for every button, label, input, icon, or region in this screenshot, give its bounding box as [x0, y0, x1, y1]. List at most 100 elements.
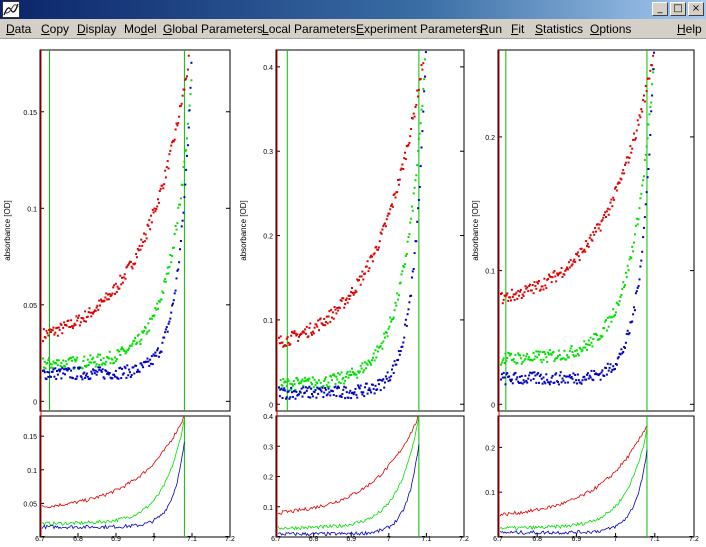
data-point	[370, 391, 373, 394]
data-point	[509, 296, 512, 299]
data-point	[335, 395, 338, 397]
data-point	[95, 373, 98, 376]
minimize-button[interactable]: _	[652, 2, 668, 16]
data-point	[100, 370, 103, 373]
data-point	[507, 299, 510, 302]
data-point	[612, 196, 615, 199]
data-point	[607, 325, 610, 328]
data-point	[607, 369, 610, 372]
maximize-button[interactable]: □	[670, 2, 686, 16]
data-point	[351, 367, 353, 370]
data-point	[83, 371, 86, 374]
data-point	[583, 375, 586, 378]
menu-fit[interactable]: Fit	[511, 22, 525, 36]
data-point	[335, 375, 338, 378]
data-point	[52, 326, 55, 329]
menu-data[interactable]: Data	[6, 22, 32, 36]
data-point	[518, 294, 521, 297]
menu-display[interactable]: Display	[77, 22, 117, 36]
data-point	[619, 295, 622, 298]
data-point	[356, 396, 359, 399]
data-point	[606, 207, 609, 210]
data-point	[406, 240, 409, 243]
data-point	[308, 326, 311, 329]
data-point	[114, 360, 117, 363]
app-logo-icon	[3, 3, 19, 16]
data-point	[284, 389, 287, 392]
data-point	[561, 276, 564, 278]
data-point	[84, 376, 87, 379]
data-point	[166, 160, 169, 163]
data-point	[100, 363, 103, 366]
data-point	[417, 149, 420, 152]
menu-global-parameters[interactable]: Global Parameters	[163, 22, 264, 36]
data-point	[373, 392, 376, 395]
close-button[interactable]: ×	[688, 2, 704, 16]
data-point	[592, 379, 595, 382]
menu-local-parameters[interactable]: Local Parameters	[262, 22, 357, 36]
data-point	[377, 248, 380, 251]
x-tick-label: 6.9	[572, 536, 582, 542]
data-point	[344, 376, 347, 378]
data-point	[585, 378, 588, 381]
menu-copy[interactable]: Copy	[41, 22, 70, 36]
data-point	[346, 370, 349, 373]
data-point	[43, 371, 46, 374]
data-point	[574, 374, 577, 376]
data-point	[156, 205, 159, 208]
data-point	[643, 216, 646, 219]
data-point	[54, 331, 57, 334]
data-point	[42, 340, 44, 343]
data-point	[366, 392, 369, 395]
data-point	[592, 231, 595, 234]
data-point	[519, 354, 521, 357]
data-point	[286, 378, 289, 381]
data-point	[71, 377, 74, 380]
data-point	[555, 372, 558, 375]
chart-panel-1: 0 0.05 0.1 0.15 0.05 0.1 0.15 6.7 6.8 6.9 7 7.1 7.2 a…	[0, 40, 236, 543]
data-point	[101, 362, 104, 365]
data-point	[340, 371, 343, 374]
data-point	[302, 384, 305, 387]
data-point	[51, 370, 54, 373]
data-point	[371, 255, 373, 258]
data-point	[537, 282, 540, 285]
data-point	[652, 71, 655, 74]
data-point	[154, 351, 157, 354]
menu-options[interactable]: Options	[590, 22, 632, 36]
data-point	[358, 275, 361, 278]
data-point	[418, 186, 421, 188]
data-point	[590, 238, 593, 241]
menu-experiment-parameters[interactable]: Experiment Parameters	[356, 22, 483, 36]
data-point	[510, 299, 512, 302]
data-point	[586, 244, 588, 247]
data-point	[423, 78, 426, 81]
data-point	[179, 203, 181, 206]
residual-plot-frame	[497, 415, 695, 538]
data-point	[616, 182, 619, 185]
data-point	[388, 212, 391, 215]
data-point	[122, 372, 125, 375]
data-point	[97, 308, 100, 311]
data-point	[391, 205, 394, 208]
app-icon[interactable]	[2, 1, 20, 18]
data-point	[520, 375, 523, 378]
data-point	[121, 367, 123, 370]
menu-help[interactable]: Help	[677, 22, 702, 36]
data-point	[582, 346, 585, 349]
data-point	[529, 379, 532, 382]
data-point	[580, 247, 583, 250]
data-point	[404, 158, 407, 161]
data-point	[626, 264, 629, 267]
menu-model[interactable]: Model	[124, 22, 157, 36]
data-point	[516, 376, 519, 379]
data-point	[639, 116, 642, 119]
data-point	[112, 286, 115, 289]
data-point	[296, 377, 299, 380]
data-point	[644, 153, 647, 156]
menu-run[interactable]: Run	[480, 22, 503, 36]
data-point	[164, 331, 167, 334]
data-point	[550, 281, 553, 284]
data-point	[285, 380, 287, 383]
menu-statistics[interactable]: Statistics	[535, 22, 584, 36]
